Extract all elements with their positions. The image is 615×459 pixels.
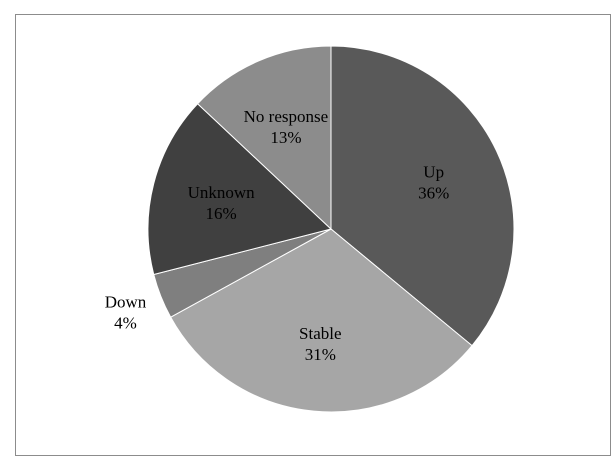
pie-label-no-response: No response 13% xyxy=(244,107,329,147)
pie-slices xyxy=(147,45,515,413)
pie-slice-up xyxy=(330,45,515,347)
pie-slice-stable xyxy=(169,228,473,413)
pie-label-unknown: Unknown 16% xyxy=(188,183,256,223)
pie-label-stable: Stable 31% xyxy=(299,324,342,364)
pie-label-category: Stable xyxy=(299,324,342,343)
pie-slice-no-response xyxy=(196,45,332,231)
pie-labels: Up 36% Stable 31% Down 4% Unknown 16% No respons… xyxy=(105,107,450,364)
pie-label-category: Unknown xyxy=(188,183,256,202)
pie-label-down: Down 4% xyxy=(105,292,147,332)
pie-label-percent: 13% xyxy=(270,128,301,147)
pie-label-percent: 31% xyxy=(305,345,336,364)
pie-label-percent: 4% xyxy=(114,313,137,332)
pie-label-up: Up 36% xyxy=(418,163,449,203)
pie-label-category: Down xyxy=(105,292,147,311)
pie-slice-unknown xyxy=(147,103,333,276)
pie-label-percent: 36% xyxy=(418,184,449,203)
pie-label-percent: 16% xyxy=(206,204,237,223)
pie-label-category: No response xyxy=(244,107,329,126)
pie-label-category: Up xyxy=(423,163,444,182)
